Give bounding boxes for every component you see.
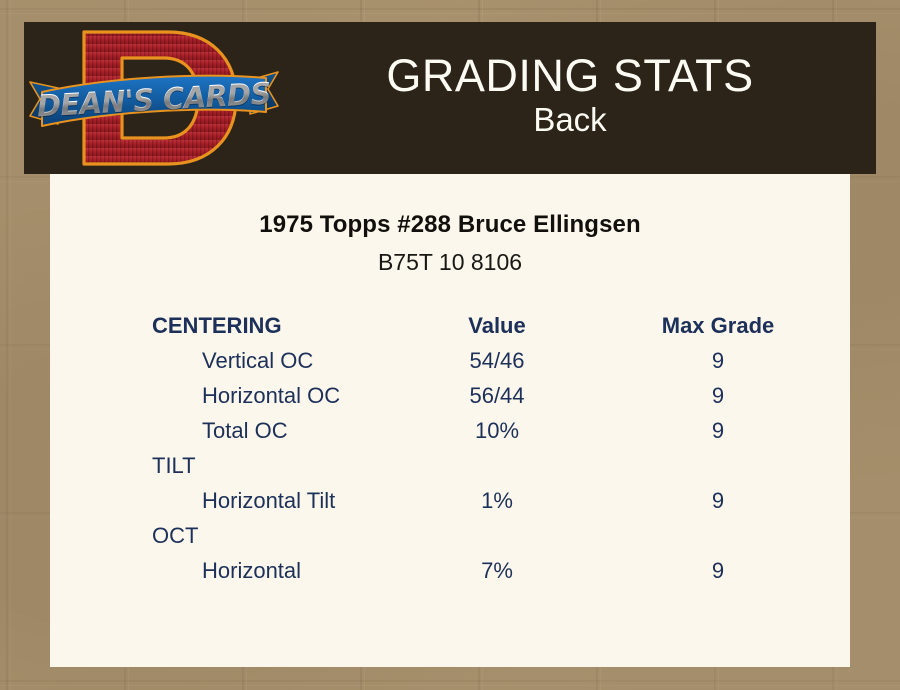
row-max-grade: 9: [711, 487, 725, 513]
header-titles: GRADING STATS Back: [292, 49, 876, 141]
row-value: 54/46: [469, 347, 525, 373]
section-label: OCT: [152, 522, 199, 548]
section-grade-spacer: [602, 518, 850, 553]
row-max-grade: 9: [711, 557, 725, 583]
row-value: 7%: [481, 557, 513, 583]
row-max-grade: 9: [711, 382, 725, 408]
table-body: Vertical OC 54/46 9 Horizontal OC 56/44 …: [50, 343, 850, 588]
table-row: Horizontal OC 56/44 9: [50, 378, 850, 413]
card-serial: B75T 10 8106: [377, 249, 523, 275]
section-grade-spacer: [602, 448, 850, 483]
card-title: 1975 Topps #288 Bruce Ellingsen: [259, 211, 641, 238]
table-row: Horizontal Tilt 1% 9: [50, 483, 850, 518]
logo-ribbon-icon: [29, 71, 279, 127]
row-label: Horizontal: [202, 557, 302, 583]
row-value: 56/44: [469, 382, 525, 408]
table-row: Vertical OC 54/46 9: [50, 343, 850, 378]
page-title: GRADING STATS: [386, 49, 754, 101]
column-header-value: Value: [468, 312, 526, 338]
header-bar: DEAN'S CARDS GRADING STATS Back: [24, 22, 876, 174]
row-label: Vertical OC: [202, 347, 314, 373]
row-label: Horizontal Tilt: [202, 487, 336, 513]
table-header-row: CENTERING Value Max Grade: [50, 308, 850, 343]
column-header-centering: CENTERING: [152, 312, 282, 338]
section-header-tilt: TILT: [50, 448, 850, 483]
table-row: Horizontal 7% 9: [50, 553, 850, 588]
grading-stats-table: CENTERING Value Max Grade Vertical OC 54…: [50, 308, 850, 588]
page-subtitle: Back: [533, 101, 607, 139]
section-value-spacer: [400, 448, 602, 483]
deans-cards-logo[interactable]: DEAN'S CARDS: [24, 22, 292, 174]
content-panel: 1975 Topps #288 Bruce Ellingsen B75T 10 …: [50, 174, 850, 667]
section-header-oct: OCT: [50, 518, 850, 553]
section-label: TILT: [152, 452, 196, 478]
row-value: 1%: [481, 487, 513, 513]
row-max-grade: 9: [711, 417, 725, 443]
row-max-grade: 9: [711, 347, 725, 373]
column-header-max-grade: Max Grade: [661, 312, 775, 338]
row-label: Total OC: [202, 417, 288, 443]
table-row: Total OC 10% 9: [50, 413, 850, 448]
section-value-spacer: [400, 518, 602, 553]
row-label: Horizontal OC: [202, 382, 341, 408]
row-value: 10%: [474, 417, 520, 443]
